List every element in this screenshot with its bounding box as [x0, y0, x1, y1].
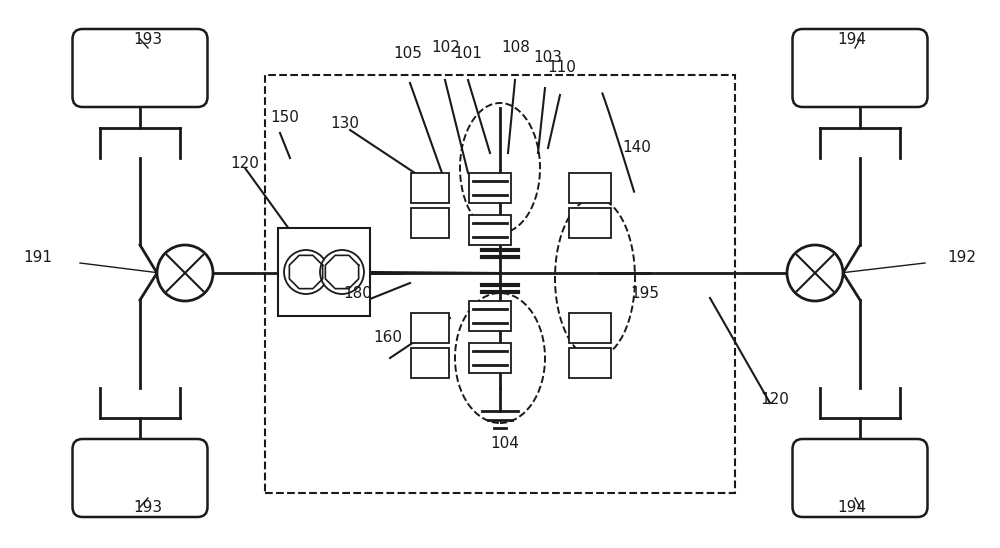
Text: 105: 105: [394, 45, 422, 60]
FancyBboxPatch shape: [792, 439, 928, 517]
Bar: [411, 313, 449, 343]
Bar: [569, 313, 611, 343]
Bar: [569, 173, 611, 203]
Text: 102: 102: [432, 41, 460, 55]
Text: 191: 191: [24, 250, 52, 265]
Text: 193: 193: [133, 500, 163, 516]
FancyBboxPatch shape: [72, 29, 208, 107]
FancyBboxPatch shape: [792, 29, 928, 107]
Bar: [278, 228, 370, 316]
FancyBboxPatch shape: [72, 439, 208, 517]
Bar: [265, 75, 735, 493]
Text: 193: 193: [133, 32, 163, 48]
Text: 120: 120: [231, 156, 259, 170]
Circle shape: [284, 250, 328, 294]
Text: 195: 195: [631, 286, 660, 300]
Text: 104: 104: [491, 436, 519, 450]
Text: 160: 160: [374, 330, 402, 345]
Text: 140: 140: [623, 140, 651, 156]
Bar: [411, 348, 449, 378]
Bar: [411, 173, 449, 203]
Text: 101: 101: [454, 45, 482, 60]
Bar: [469, 215, 511, 245]
Text: 192: 192: [948, 250, 976, 265]
Text: 194: 194: [838, 500, 866, 516]
Text: 130: 130: [330, 116, 360, 130]
Circle shape: [320, 250, 364, 294]
Text: 120: 120: [761, 392, 789, 408]
Text: 194: 194: [838, 32, 866, 48]
Text: 180: 180: [344, 286, 372, 300]
Bar: [469, 301, 511, 331]
Text: 110: 110: [548, 60, 576, 76]
Bar: [469, 173, 511, 203]
Text: 103: 103: [534, 49, 562, 65]
Bar: [569, 208, 611, 238]
Text: 108: 108: [502, 41, 530, 55]
Circle shape: [787, 245, 843, 301]
Text: 150: 150: [271, 111, 299, 125]
Bar: [411, 208, 449, 238]
Bar: [569, 348, 611, 378]
Bar: [469, 343, 511, 373]
Circle shape: [157, 245, 213, 301]
